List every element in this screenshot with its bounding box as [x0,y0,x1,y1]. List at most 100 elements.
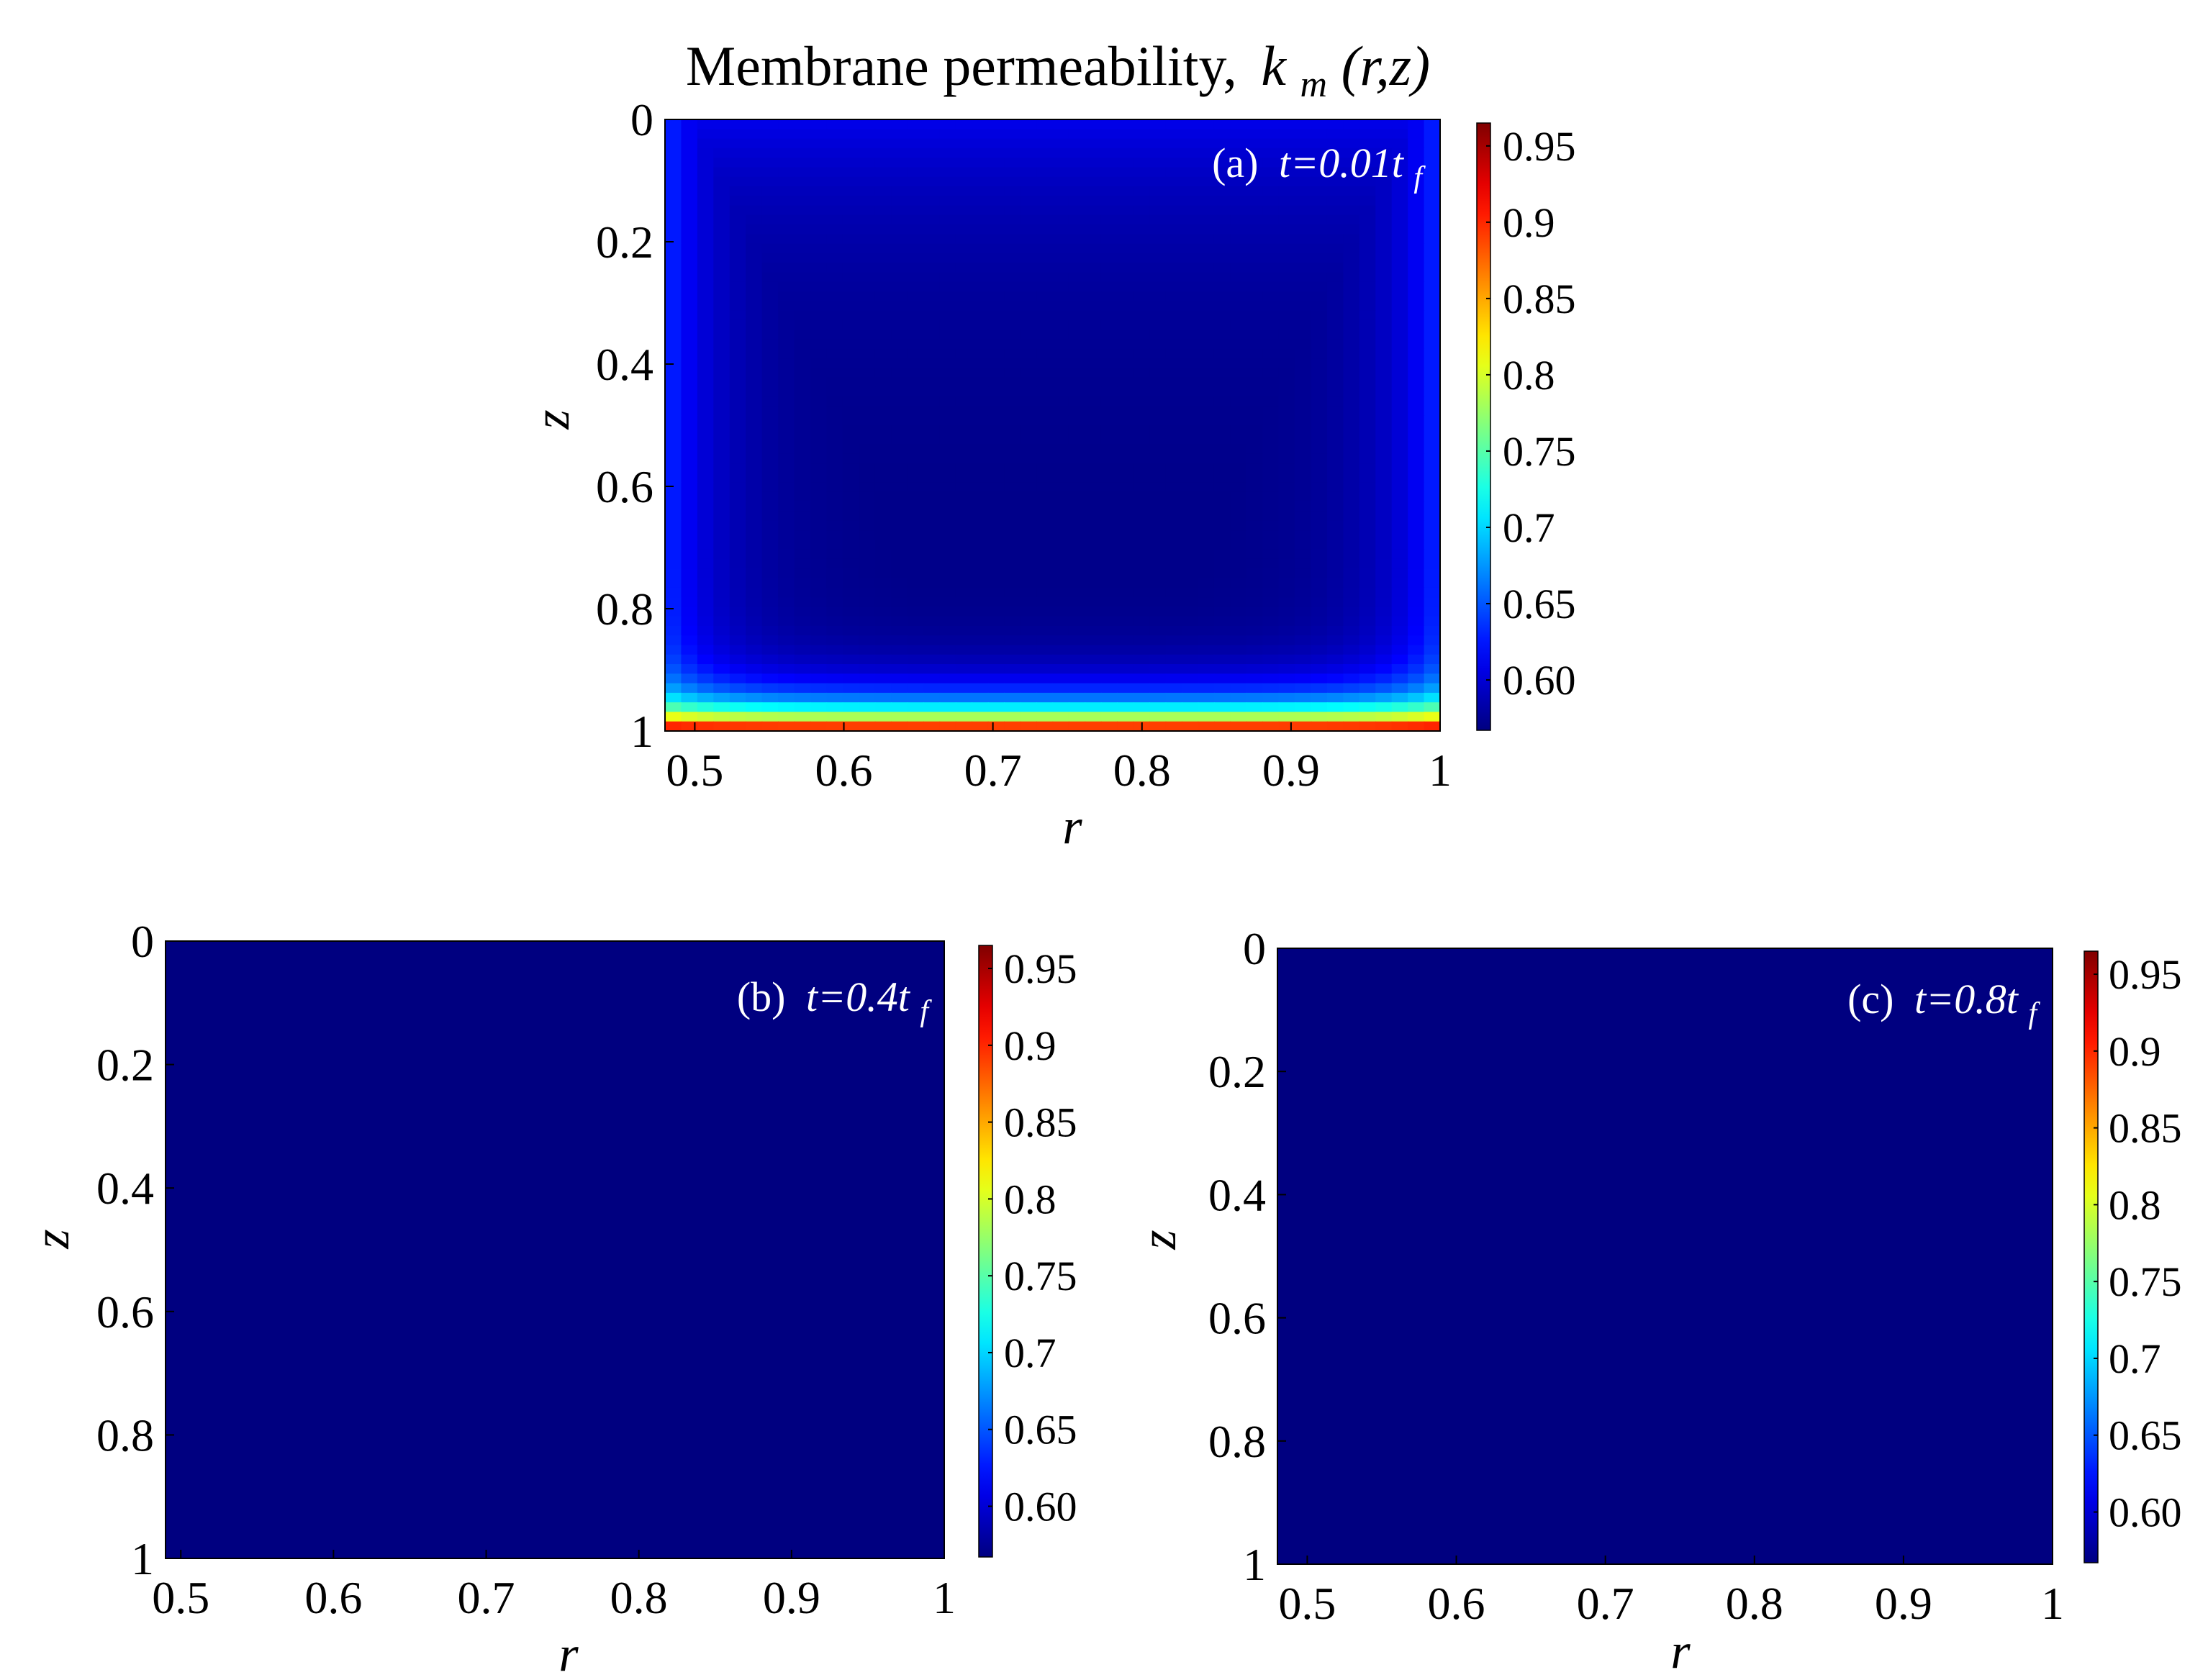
heatmap-cell [1295,625,1312,636]
heatmap-cell [746,635,763,646]
heatmap-cell [761,501,779,512]
heatmap-cell [1278,176,1295,187]
heatmap-cell [1311,712,1328,722]
heatmap-cell [810,654,828,665]
heatmap-cell [907,386,924,397]
heatmap-cell [1085,568,1102,579]
heatmap-cell [939,386,956,397]
heatmap-cell [955,319,973,330]
panel-a-heatmap [665,119,1441,732]
heatmap-cell [874,348,892,359]
heatmap-cell [1068,463,1086,474]
heatmap-cell [1198,214,1215,225]
heatmap-cell [1149,635,1167,646]
heatmap-cell [729,253,746,264]
heatmap-cell [1165,386,1182,397]
heatmap-cell [955,463,973,474]
heatmap-cell [761,482,779,493]
heatmap-cell [939,330,956,340]
heatmap-cell [1424,712,1441,722]
heatmap-cell [907,540,924,550]
heatmap-cell [842,205,860,216]
heatmap-cell [1036,673,1054,684]
heatmap-cell [1408,253,1425,264]
xtick-label: 1 [1429,745,1452,796]
heatmap-cell [1020,386,1037,397]
heatmap-cell [1133,587,1150,598]
heatmap-cell [681,263,698,273]
heatmap-cell [826,147,843,158]
heatmap-cell [1343,330,1360,340]
heatmap-cell [891,520,908,531]
heatmap-cell [1278,138,1295,149]
heatmap-cell [939,616,956,627]
heatmap-cell [1085,330,1102,340]
heatmap-cell [923,520,941,531]
heatmap-cell [923,616,941,627]
heatmap-cell [746,263,763,273]
heatmap-cell [1326,549,1344,560]
heatmap-cell [1391,263,1408,273]
heatmap-cell [697,444,715,455]
heatmap-cell [1343,243,1360,254]
heatmap-cell [697,272,715,283]
heatmap-cell [810,702,828,713]
heatmap-cell [842,129,860,140]
heatmap-cell [1133,377,1150,388]
heatmap-cell [1424,435,1441,445]
heatmap-cell [891,578,908,589]
heatmap-cell [1311,196,1328,206]
heatmap-cell [1246,587,1263,598]
heatmap-cell [907,224,924,235]
heatmap-cell [1036,491,1054,503]
heatmap-cell [713,616,730,627]
heatmap-cell [1278,482,1295,493]
heatmap-cell [826,549,843,560]
heatmap-cell [1359,176,1377,187]
heatmap-cell [1213,597,1231,608]
heatmap-cell [1246,473,1263,483]
heatmap-cell [1068,396,1086,407]
heatmap-cell [729,339,746,350]
heatmap-cell [1165,520,1182,531]
heatmap-cell [987,444,1005,455]
heatmap-cell [907,396,924,407]
heatmap-cell [859,396,876,407]
heatmap-cell [859,568,876,579]
heatmap-cell [1408,673,1425,684]
heatmap-cell [1117,138,1134,149]
heatmap-cell [874,377,892,388]
heatmap-cell [1391,511,1408,522]
heatmap-cell [1052,234,1069,245]
heatmap-cell [713,291,730,302]
heatmap-cell [891,281,908,292]
heatmap-cell [810,291,828,302]
heatmap-cell [939,348,956,359]
heatmap-cell [697,176,715,187]
heatmap-cell [778,263,795,273]
heatmap-cell [1246,272,1263,283]
heatmap-cell [1020,702,1037,713]
heatmap-cell [1213,291,1231,302]
heatmap-cell [1213,406,1231,417]
heatmap-cell [1326,158,1344,168]
heatmap-cell [1278,473,1295,483]
heatmap-cell [1182,196,1199,206]
heatmap-cell [1311,119,1328,130]
heatmap-cell [972,491,989,503]
heatmap-cell [1262,616,1280,627]
heatmap-cell [665,702,682,713]
xtick-label: 1 [933,1572,956,1623]
heatmap-cell [1085,540,1102,550]
heatmap-cell [859,358,876,369]
heatmap-cell [746,625,763,636]
heatmap-cell [1068,597,1086,608]
heatmap-cell [778,425,795,436]
heatmap-cell [794,186,811,197]
heatmap-cell [1375,119,1393,130]
heatmap-cell [1117,272,1134,283]
heatmap-cell [794,673,811,684]
heatmap-cell [1182,587,1199,598]
heatmap-cell [794,348,811,359]
heatmap-cell [1004,339,1021,350]
